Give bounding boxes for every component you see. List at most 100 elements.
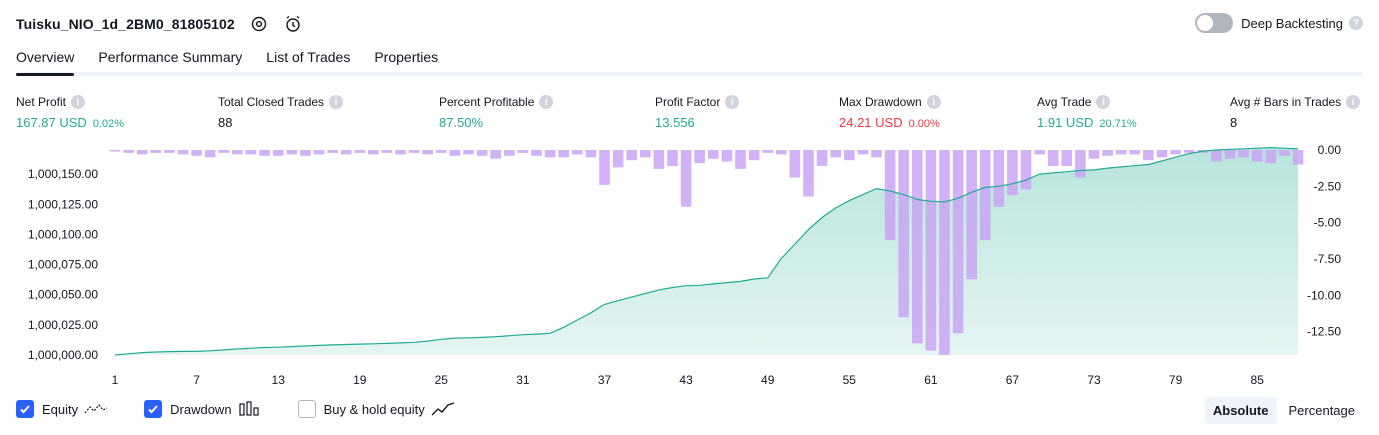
x-tick-label: 43 — [679, 373, 693, 387]
checkbox-unchecked-icon[interactable] — [297, 400, 316, 418]
absolute-button[interactable]: Absolute — [1204, 397, 1277, 424]
drawdown-bar — [1238, 150, 1249, 158]
info-icon[interactable]: i — [1096, 95, 1111, 109]
y-left-tick-label: 1,000,100.00 — [28, 227, 98, 241]
drawdown-bar — [572, 150, 583, 155]
info-icon[interactable]: i — [71, 95, 86, 109]
drawdown-bar — [979, 150, 991, 241]
legend-drawdown[interactable]: Drawdown — [144, 400, 261, 418]
report-tabs: Overview Performance Summary List of Tra… — [16, 44, 1363, 76]
drawdown-bar — [626, 150, 637, 161]
x-tick-label: 19 — [353, 373, 367, 387]
info-icon[interactable]: i — [1346, 95, 1361, 109]
help-icon[interactable]: ? — [1349, 16, 1363, 30]
metric-label: Percent Profitable — [439, 95, 535, 109]
equity-line-icon — [84, 404, 108, 414]
metric-percent: 0.00% — [908, 118, 940, 130]
drawdown-bar — [708, 150, 719, 159]
strategy-title: Tuisku_NIO_1d_2BM0_81805102 — [16, 16, 235, 32]
drawdown-bar — [1047, 150, 1059, 166]
x-tick-label: 61 — [924, 373, 938, 387]
drawdown-bar — [1224, 150, 1236, 159]
equity-drawdown-chart[interactable]: 1,000,000.00 1,000,025.00 1,000,050.00 1,00… — [0, 140, 1379, 390]
drawdown-bar — [300, 150, 311, 156]
drawdown-bar — [952, 150, 964, 334]
legend-buy-hold-label: Buy & hold equity — [323, 401, 425, 417]
drawdown-bar — [762, 150, 773, 153]
drawdown-bar — [667, 150, 678, 166]
x-tick-label: 13 — [272, 373, 286, 387]
metric-value: 8 — [1230, 115, 1238, 130]
info-icon[interactable]: i — [926, 95, 941, 109]
metric-avg-bars-in-trades: Avg # Bars in Trades i 8 — [1230, 94, 1361, 131]
legend-buy-hold[interactable]: Buy & hold equity — [297, 400, 455, 418]
drawdown-bar — [1251, 150, 1263, 162]
drawdown-bar — [368, 150, 379, 155]
drawdown-bar — [1292, 150, 1304, 165]
drawdown-bar — [599, 150, 610, 185]
y-left-tick-label: 1,000,050.00 — [28, 288, 98, 302]
drawdown-bar — [463, 150, 474, 155]
info-icon[interactable]: i — [329, 95, 344, 109]
drawdown-bar — [939, 150, 950, 355]
checkbox-checked-icon[interactable] — [16, 400, 34, 418]
drawdown-bar — [381, 150, 393, 153]
metric-percent: 0.02% — [92, 118, 125, 130]
x-tick-label: 7 — [193, 373, 200, 387]
drawdown-bar — [191, 150, 202, 156]
report-header: Tuisku_NIO_1d_2BM0_81805102 — [16, 12, 303, 36]
drawdown-bar — [776, 150, 787, 155]
drawdown-bar — [748, 150, 760, 161]
x-tick-label: 31 — [516, 373, 530, 387]
y-right-tick-label: 0.00 — [1318, 143, 1342, 157]
deep-backtesting-control: Deep Backtesting ? — [1195, 13, 1363, 33]
alert-clock-icon[interactable] — [283, 14, 303, 34]
metric-value: 24.21 USD — [839, 115, 903, 130]
info-icon[interactable]: i — [539, 95, 554, 109]
drawdown-bar — [884, 150, 896, 241]
deep-backtesting-toggle[interactable] — [1195, 13, 1234, 33]
drawdown-bar — [653, 150, 665, 169]
x-tick-label: 49 — [761, 373, 775, 387]
x-tick-label: 67 — [1006, 373, 1020, 387]
drawdown-bar — [1115, 150, 1127, 155]
tab-performance-summary[interactable]: Performance Summary — [98, 49, 243, 65]
tab-list-of-trades[interactable]: List of Trades — [266, 49, 351, 65]
drawdown-bar — [204, 150, 216, 158]
drawdown-bar — [340, 150, 352, 155]
drawdown-bar — [232, 150, 243, 155]
drawdown-bar — [816, 150, 828, 166]
checkbox-checked-icon[interactable] — [144, 400, 163, 418]
info-icon[interactable]: i — [725, 95, 740, 109]
metric-label: Avg Trade — [1037, 95, 1092, 109]
drawdown-bar — [1156, 150, 1168, 158]
metric-label: Profit Factor — [655, 95, 721, 109]
y-left-tick-label: 1,000,150.00 — [28, 167, 98, 181]
percentage-button[interactable]: Percentage — [1288, 403, 1356, 418]
drawdown-bar — [830, 150, 841, 158]
drawdown-bar — [517, 150, 529, 153]
metric-value: 88 — [218, 115, 233, 130]
legend-equity[interactable]: Equity — [16, 400, 108, 418]
metric-percent-profitable: Percent Profitable i 87.50% — [439, 94, 554, 131]
drawdown-bar — [327, 150, 338, 153]
drawdown-bar — [272, 150, 284, 156]
drawdown-bar — [1170, 150, 1181, 155]
drawdown-bar — [531, 150, 542, 156]
scale-mode-switch: Absolute Percentage — [1201, 397, 1363, 424]
drawdown-bar — [640, 150, 651, 158]
tab-overview[interactable]: Overview — [16, 44, 75, 76]
settings-icon[interactable] — [249, 14, 269, 34]
y-right-tick-label: -12.50 — [1307, 325, 1341, 339]
drawdown-bar — [735, 150, 746, 169]
metric-label: Total Closed Trades — [218, 95, 325, 109]
drawdown-bar — [218, 150, 230, 153]
metric-max-drawdown: Max Drawdown i 24.21 USD 0.00% — [839, 94, 941, 131]
drawdown-bar — [1020, 150, 1032, 190]
y-right-tick-label: -7.50 — [1314, 252, 1342, 266]
tab-properties[interactable]: Properties — [374, 49, 439, 65]
drawdown-bar — [1279, 150, 1290, 156]
x-tick-label: 25 — [435, 373, 449, 387]
drawdown-bar — [1007, 150, 1018, 196]
drawdown-bar — [789, 150, 801, 178]
